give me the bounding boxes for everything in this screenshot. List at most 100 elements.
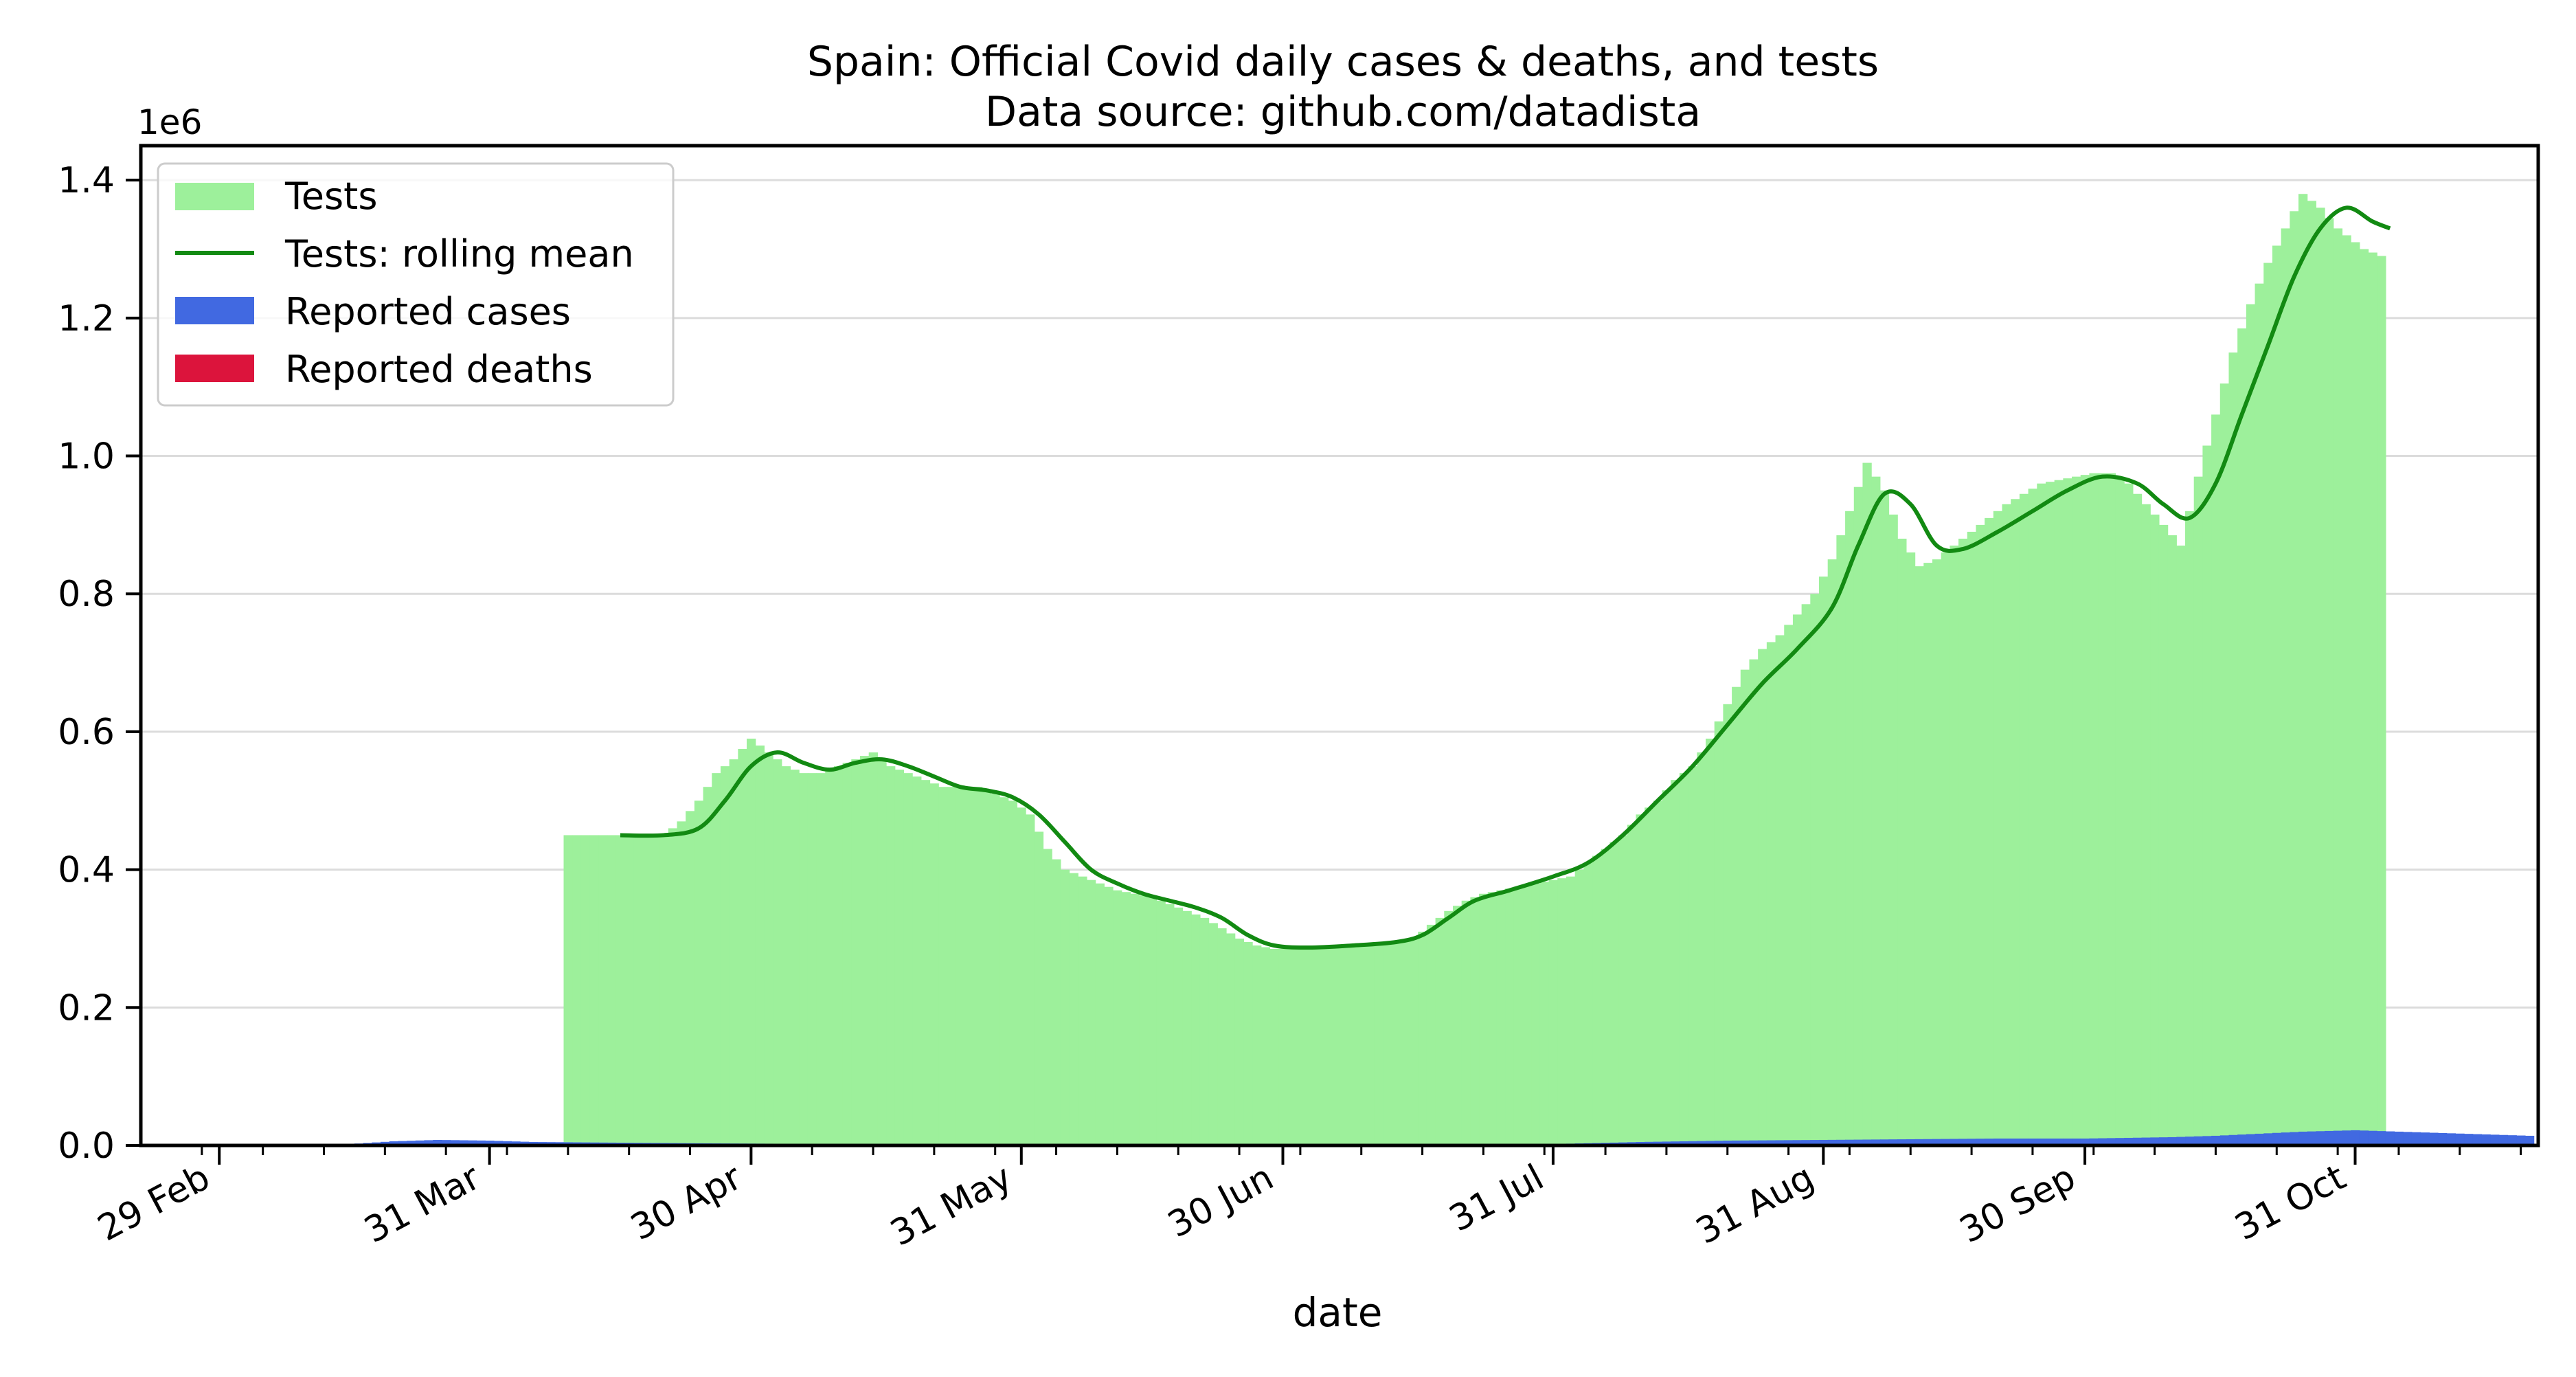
- bar: [1845, 1139, 1855, 1145]
- bar: [2377, 256, 2386, 1145]
- bar: [1723, 1140, 1732, 1145]
- bar: [1697, 752, 1706, 1145]
- bar: [2098, 473, 2108, 1145]
- x-tick-label: 30 Sep: [1953, 1157, 2082, 1252]
- y-tick-label: 0.2: [58, 987, 115, 1029]
- bar: [2368, 252, 2377, 1146]
- bar: [1662, 790, 1671, 1145]
- bar: [528, 1141, 539, 1145]
- bar: [1950, 1139, 1959, 1145]
- bar: [1366, 945, 1375, 1145]
- bar: [1208, 923, 1218, 1145]
- bar: [2089, 1138, 2099, 1145]
- bar: [1522, 885, 1532, 1145]
- bar: [2037, 483, 2046, 1145]
- bar: [2429, 1132, 2439, 1145]
- bar: [2080, 475, 2090, 1145]
- bar: [1671, 780, 1680, 1145]
- bar: [2219, 383, 2230, 1145]
- bar: [2063, 1138, 2072, 1145]
- bar: [2411, 1132, 2421, 1145]
- bar: [2089, 473, 2099, 1145]
- bar: [659, 835, 669, 1145]
- bar: [2281, 1132, 2290, 1145]
- bar: [1853, 486, 1864, 1145]
- bar: [2115, 478, 2125, 1145]
- x-tick-label: 31 Jul: [1443, 1157, 1550, 1240]
- bar: [1810, 1140, 1820, 1145]
- bar: [1130, 893, 1140, 1145]
- bar: [964, 787, 974, 1145]
- bar: [720, 766, 730, 1145]
- bar: [1026, 814, 1035, 1145]
- bar: [2132, 493, 2143, 1145]
- bar: [1322, 947, 1331, 1145]
- bar: [2263, 262, 2273, 1146]
- bar: [2167, 535, 2177, 1145]
- bar: [1636, 814, 1645, 1145]
- bar: [511, 1141, 521, 1145]
- bar: [1879, 1139, 1890, 1145]
- bar: [991, 794, 1000, 1145]
- bar: [1645, 807, 1654, 1145]
- bar: [1758, 649, 1767, 1145]
- bar: [1906, 552, 1916, 1145]
- bar: [2193, 476, 2203, 1145]
- bar: [2141, 1137, 2151, 1145]
- bar: [1156, 900, 1166, 1145]
- bar: [1958, 538, 1968, 1145]
- bar: [1217, 928, 1227, 1145]
- plot-frame: [139, 144, 2540, 1148]
- bar: [1548, 880, 1558, 1145]
- bar: [389, 1141, 398, 1145]
- bar: [2211, 414, 2221, 1145]
- bar: [973, 787, 983, 1145]
- bar: [2176, 1137, 2186, 1145]
- bar: [1714, 721, 1724, 1145]
- bar: [2351, 242, 2360, 1145]
- bar: [1906, 1139, 1916, 1145]
- bar: [1113, 890, 1122, 1145]
- y-multiplier-label: 1e6: [137, 102, 202, 142]
- bar: [1888, 514, 1898, 1145]
- bar: [441, 1140, 451, 1145]
- bar: [2063, 478, 2072, 1145]
- bar: [1086, 880, 1096, 1145]
- bar: [1531, 883, 1541, 1145]
- bar: [790, 770, 800, 1145]
- y-axis: 0.0 0.2 0.4 0.6 0.8 1.0 1.2 1.4: [58, 160, 141, 1167]
- x-axis-label: date: [1293, 1289, 1383, 1336]
- bar: [677, 821, 686, 1145]
- bar: [929, 783, 939, 1145]
- bar: [1740, 1140, 1750, 1145]
- bar: [598, 835, 608, 1145]
- bar: [1479, 893, 1489, 1145]
- bar: [894, 770, 905, 1145]
- bar: [1444, 910, 1454, 1145]
- y-tick-label: 0.8: [58, 574, 115, 615]
- bar: [1653, 1141, 1663, 1145]
- bar: [912, 776, 922, 1145]
- bar: [2072, 1138, 2081, 1145]
- bar: [642, 835, 652, 1145]
- bar: [2106, 473, 2116, 1145]
- bar: [1871, 476, 1881, 1145]
- bar: [1121, 892, 1131, 1145]
- bar: [1766, 1140, 1776, 1145]
- bar: [2290, 1132, 2299, 1145]
- bar: [1645, 1141, 1654, 1145]
- bar: [2246, 1134, 2256, 1145]
- bar: [1749, 659, 1759, 1145]
- bar: [851, 759, 861, 1145]
- bar: [755, 746, 765, 1145]
- y-tick-label: 1.0: [58, 436, 115, 478]
- bar: [1827, 1139, 1837, 1145]
- bar: [1740, 669, 1750, 1145]
- x-tick-label: 30 Jun: [1162, 1157, 1280, 1246]
- bar: [1426, 924, 1436, 1145]
- bar: [1331, 946, 1340, 1145]
- bar: [1557, 878, 1567, 1145]
- legend-frame: [157, 162, 675, 407]
- bar: [651, 835, 660, 1145]
- bar: [729, 759, 738, 1145]
